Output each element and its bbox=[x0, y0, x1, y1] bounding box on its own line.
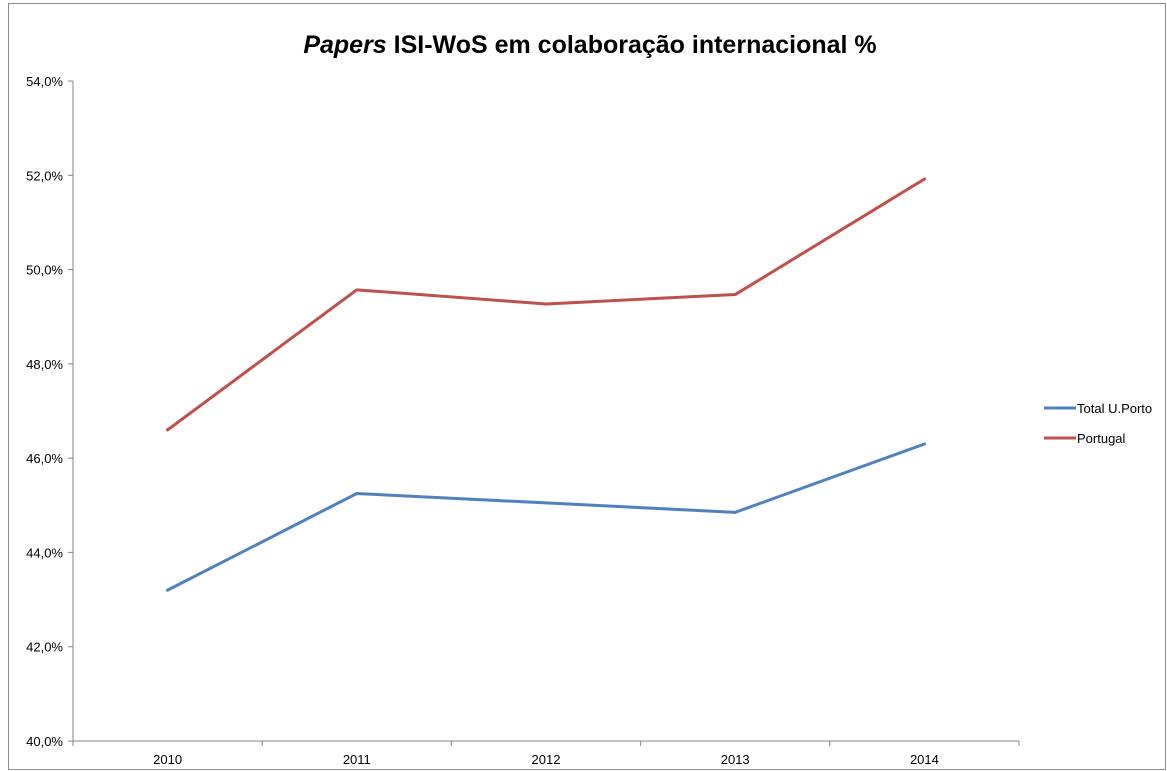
data-point bbox=[355, 288, 359, 292]
legend-label: Total U.Porto bbox=[1077, 401, 1152, 416]
data-point bbox=[166, 588, 170, 592]
y-tick-label: 50,0% bbox=[26, 263, 63, 278]
y-tick-label: 42,0% bbox=[26, 640, 63, 655]
x-tick-label: 2012 bbox=[532, 752, 561, 767]
data-point bbox=[922, 177, 926, 181]
data-point bbox=[166, 428, 170, 432]
y-tick-label: 48,0% bbox=[26, 357, 63, 372]
data-point bbox=[733, 293, 737, 297]
data-point bbox=[544, 501, 548, 505]
series-layer bbox=[166, 177, 926, 592]
chart-title-italic: Papers bbox=[303, 31, 386, 59]
data-point bbox=[544, 302, 548, 306]
x-tick-label: 2013 bbox=[721, 752, 750, 767]
y-tick-label: 40,0% bbox=[26, 734, 63, 749]
y-axis-ticks: 40,0% 42,0% 44,0% 46,0% 48,0% 50,0% 52,0% 54,0% bbox=[26, 74, 73, 749]
y-tick-label: 52,0% bbox=[26, 168, 63, 183]
y-tick-label: 44,0% bbox=[26, 545, 63, 560]
legend-label: Portugal bbox=[1077, 431, 1126, 446]
legend: Total U.Porto Portugal bbox=[1044, 401, 1152, 446]
data-point bbox=[733, 510, 737, 514]
chart-title-rest: ISI-WoS em colaboração internacional % bbox=[387, 31, 877, 59]
x-tick-label: 2010 bbox=[153, 752, 182, 767]
x-tick-label: 2011 bbox=[343, 752, 371, 767]
data-point bbox=[922, 442, 926, 446]
series-line-0 bbox=[166, 442, 926, 592]
x-axis-ticks: 2010 2011 2012 2013 2014 bbox=[72, 741, 1020, 767]
data-point bbox=[355, 492, 359, 495]
x-tick-label: 2014 bbox=[910, 752, 939, 767]
y-tick-label: 46,0% bbox=[26, 451, 63, 466]
chart-title: Papers ISI-WoS em colaboração internacio… bbox=[303, 31, 876, 59]
y-tick-label: 54,0% bbox=[26, 74, 63, 89]
chart-frame bbox=[8, 3, 1166, 770]
